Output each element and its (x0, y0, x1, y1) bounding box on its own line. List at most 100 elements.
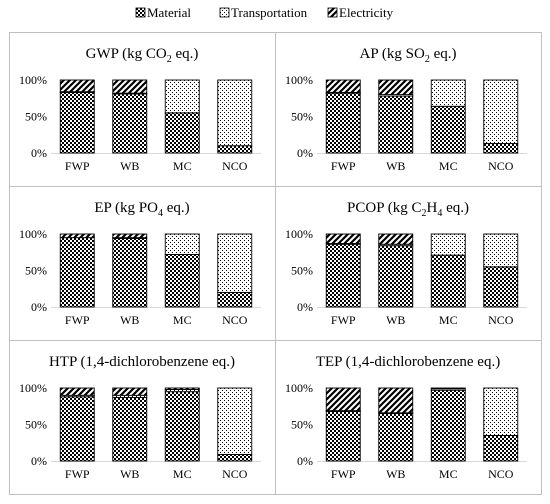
bar-segment-electricity (164, 387, 200, 390)
x-tick-label: FWP (331, 159, 356, 173)
bar-stack-fwp (325, 387, 361, 462)
bar-segment-transportation (483, 79, 519, 144)
bar-segment-material (483, 143, 519, 154)
bar-segment-material (112, 93, 148, 154)
bar-segment-material (325, 243, 361, 308)
chart-panel-5: HTP (1,4-dichlorobenzene eq.) 0% 50% 100% FW… (9, 340, 276, 495)
y-tick-label: 0% (297, 146, 313, 160)
y-tick-label: 0% (297, 300, 313, 314)
bar-segment-electricity (112, 387, 148, 396)
x-tick-label: FWP (65, 467, 90, 481)
bar-segment-transportation (164, 233, 200, 255)
bar-stack-wb (112, 79, 148, 154)
bar-stack-fwp (59, 233, 95, 308)
x-tick-label: MC (439, 159, 458, 173)
chart-title-title: TEP (1,4-dichlorobenzene eq.) (316, 354, 500, 370)
y-tick-label: 50% (25, 110, 47, 124)
x-tick-label: NCO (488, 313, 514, 327)
legend-swatch-transportation (219, 7, 230, 18)
chart-panel-1: GWP (kg CO2 eq.) 0% 50% 100% FWP WB MC NCO (9, 32, 276, 187)
legend-swatch-material (135, 7, 146, 18)
bar-stack-mc (164, 387, 200, 462)
x-tick-label: WB (386, 467, 405, 481)
bar-stack-mc (164, 79, 200, 154)
chart-title-title-sub2: 4 (437, 208, 442, 219)
bar-segment-transportation (217, 79, 253, 147)
bar-segment-material (217, 453, 253, 462)
bar-stack-fwp (59, 79, 95, 154)
bar-segment-electricity (378, 387, 414, 414)
bar-segment-material (217, 291, 253, 308)
x-tick-label: WB (386, 159, 405, 173)
y-tick-label: 100% (285, 227, 313, 241)
legend-swatch-electricity (327, 7, 338, 18)
bar-segment-electricity (378, 79, 414, 96)
bar-segment-electricity (325, 387, 361, 412)
x-tick-label: WB (120, 313, 139, 327)
x-tick-label: NCO (222, 313, 248, 327)
bar-stack-wb (112, 387, 148, 462)
bar-segment-material (378, 245, 414, 308)
x-tick-label: NCO (222, 467, 248, 481)
bar-segment-transportation (430, 233, 466, 256)
bar-stack-fwp (325, 233, 361, 308)
chart-title-title: HTP (1,4-dichlorobenzene eq.) (49, 354, 235, 370)
chart-title-title: GWP (kg CO (86, 46, 167, 62)
bar-stack-mc (430, 233, 466, 308)
chart-title-title-sub: 4 (158, 208, 163, 219)
bar-stack-mc (430, 387, 466, 462)
y-tick-label: 100% (285, 381, 313, 395)
chart-title: EP (kg PO4 eq.) (94, 200, 189, 219)
bar-stack-nco (217, 79, 253, 154)
legend: Material Transportation Electricity (135, 5, 394, 20)
chart-title-title: PCOP (kg C (347, 200, 421, 216)
bar-segment-electricity (112, 233, 148, 239)
bar-segment-material (59, 237, 95, 308)
x-tick-label: FWP (65, 159, 90, 173)
bar-segment-electricity (112, 79, 148, 94)
bar-segment-transportation (430, 79, 466, 107)
bar-segment-material (112, 397, 148, 462)
bar-segment-electricity (430, 387, 466, 390)
bar-stack-nco (483, 233, 519, 308)
legend-label-electricity: Electricity (339, 5, 394, 20)
bar-segment-material (164, 391, 200, 462)
bar-segment-material (483, 266, 519, 308)
y-tick-label: 0% (31, 454, 47, 468)
bar-segment-material (430, 254, 466, 308)
x-tick-label: MC (439, 467, 458, 481)
bar-stack-wb (378, 233, 414, 308)
bar-segment-transportation (217, 387, 253, 455)
y-tick-label: 100% (19, 227, 47, 241)
x-tick-label: WB (386, 313, 405, 327)
legend-label-material: Material (147, 5, 191, 20)
x-tick-label: WB (120, 467, 139, 481)
bar-segment-material (217, 145, 253, 154)
bar-segment-electricity (59, 387, 95, 396)
legend-item-electricity: Electricity (327, 5, 394, 20)
bar-segment-transportation (217, 233, 253, 293)
bar-stack-wb (112, 233, 148, 308)
y-tick-label: 100% (285, 73, 313, 87)
chart-title-title-sub: 2 (425, 54, 430, 65)
chart-panel-2: AP (kg SO2 eq.) 0% 50% 100% FWP WB MC NCO (275, 32, 542, 187)
bar-segment-material (325, 92, 361, 154)
bar-segment-material (483, 435, 519, 462)
bar-stack-fwp (59, 387, 95, 462)
bar-segment-material (325, 410, 361, 462)
x-tick-label: NCO (222, 159, 248, 173)
bar-stack-nco (217, 387, 253, 462)
bar-stack-nco (483, 387, 519, 462)
chart-title: TEP (1,4-dichlorobenzene eq.) (316, 354, 500, 370)
legend-label-transportation: Transportation (231, 5, 308, 20)
chart-title: HTP (1,4-dichlorobenzene eq.) (49, 354, 235, 370)
chart-title-title-tail: eq.) (172, 46, 199, 62)
chart-title: GWP (kg CO2 eq.) (86, 46, 199, 65)
bar-segment-electricity (59, 233, 95, 239)
x-tick-label: NCO (488, 467, 514, 481)
bar-segment-material (59, 91, 95, 154)
bar-segment-transportation (483, 233, 519, 268)
x-tick-label: NCO (488, 159, 514, 173)
x-tick-label: MC (439, 313, 458, 327)
y-tick-label: 50% (25, 264, 47, 278)
